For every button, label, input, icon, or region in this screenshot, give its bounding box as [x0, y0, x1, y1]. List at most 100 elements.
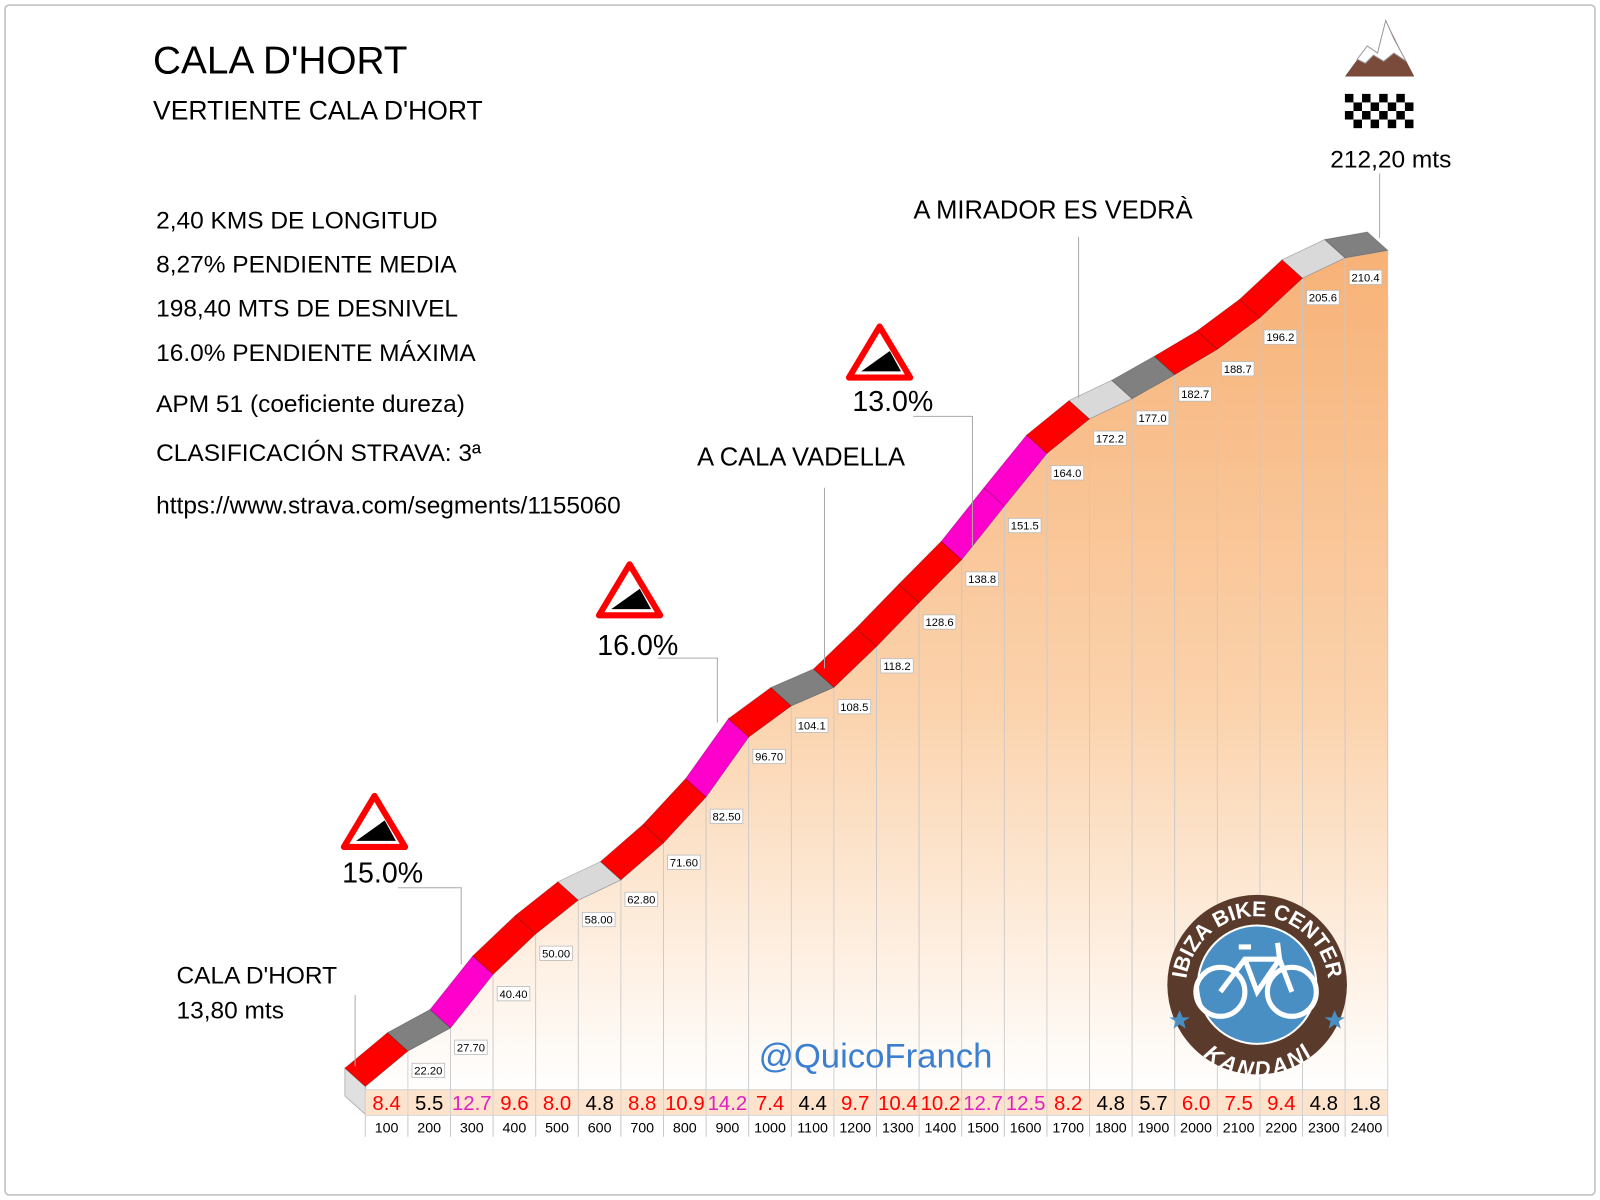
elevation-label-box: [581, 911, 616, 928]
elevation-label-box: [795, 717, 829, 733]
subtitle: VERTIENTE CALA D'HORT: [153, 95, 483, 125]
elevation-label-box: [667, 854, 701, 870]
gradient-label: 8.8: [628, 1093, 656, 1115]
gradient-cell: [492, 1089, 537, 1116]
elevation-label-box: [1306, 289, 1340, 306]
x-tick-label: 1100: [797, 1121, 828, 1137]
x-tick-label: 1000: [754, 1121, 786, 1137]
x-tick-label: 1200: [839, 1121, 871, 1137]
flag-square: [1387, 93, 1397, 103]
gradient-cell: [918, 1089, 963, 1116]
elevation-label: 151.5: [1011, 521, 1039, 533]
gradient-label: 7.5: [1224, 1093, 1252, 1115]
flag-square: [1353, 119, 1363, 129]
elevation-column: [663, 795, 707, 1091]
flag-square: [1387, 111, 1397, 120]
elevation-label-box: [1221, 361, 1255, 377]
elevation-label: 22.20: [414, 1066, 442, 1078]
x-tick-label: 2300: [1308, 1121, 1340, 1137]
x-tick-label: 900: [716, 1121, 740, 1137]
start-name: CALA D'HORT: [177, 963, 338, 990]
elevation-column: [961, 504, 1005, 1091]
elevation-column: [620, 841, 664, 1091]
gradient-cell: [407, 1089, 451, 1116]
gradient-label: 10.4: [878, 1093, 918, 1115]
elevation-label-box: [709, 808, 744, 824]
elevation-column: [705, 735, 750, 1091]
elevation-label: 108.5: [840, 702, 868, 714]
x-tick-label: 200: [417, 1121, 441, 1137]
flag-square: [1396, 119, 1405, 129]
gradient-label: 8.4: [372, 1093, 400, 1115]
gradient-label: 10.9: [665, 1093, 705, 1115]
stat-line: CLASIFICACIÓN STRAVA: 3ª: [156, 440, 482, 467]
gradient-label: 6.0: [1182, 1093, 1210, 1115]
sign-leader: [658, 657, 718, 723]
elevation-label-box: [1348, 269, 1383, 285]
elevation-label-box: [411, 1062, 446, 1078]
x-tick-label: 1400: [925, 1121, 957, 1137]
elevation-label-box: [624, 891, 659, 907]
max-gradient-label: 15.0%: [342, 858, 423, 890]
gradient-label: 1.8: [1352, 1093, 1380, 1115]
elevation-label: 62.80: [627, 894, 655, 906]
elevation-label: 96.70: [755, 752, 783, 764]
flag-square: [1362, 111, 1371, 120]
flag-square: [1396, 93, 1405, 103]
finish-flag: [1344, 93, 1414, 129]
gradient-label: 9.6: [500, 1093, 528, 1115]
elevation-column: [577, 879, 622, 1091]
elevation-label: 138.8: [968, 574, 996, 586]
elevation-label: 205.6: [1309, 293, 1337, 305]
elevation-column: [1089, 398, 1133, 1091]
elevation-label-box: [539, 945, 573, 961]
elevation-label-box: [1050, 465, 1085, 481]
gradient-cell: [961, 1089, 1005, 1116]
flag-square: [1370, 102, 1380, 112]
elevation-label: 182.7: [1181, 389, 1209, 401]
elevation-column: [1003, 452, 1048, 1091]
flag-square: [1362, 102, 1371, 112]
flag-square: [1404, 102, 1414, 112]
elevation-label: 104.1: [798, 720, 826, 732]
gradient-cell: [364, 1089, 409, 1116]
flag-square: [1387, 119, 1397, 129]
gradient-cell: [1003, 1089, 1048, 1116]
gradient-cell: [1046, 1089, 1090, 1116]
gradient-label: 5.5: [415, 1093, 443, 1115]
elevation-label-box: [1008, 517, 1042, 534]
frame: [4, 4, 1596, 1196]
flag-square: [1370, 93, 1380, 103]
warning-sign-slope: [611, 588, 652, 610]
elevation-label-box: [880, 658, 914, 674]
elevation-label-box: [496, 986, 531, 1002]
x-tick-label: 800: [673, 1121, 697, 1137]
elevation-label-box: [922, 614, 957, 630]
gradient-label: 8.0: [543, 1093, 571, 1115]
gradient-label: 12.7: [452, 1093, 492, 1115]
flag-square: [1344, 111, 1354, 120]
elevation-label-box: [1093, 430, 1127, 446]
flag-square: [1396, 111, 1405, 120]
flag-square: [1362, 119, 1371, 129]
flag-square: [1344, 102, 1354, 112]
elevation-column: [790, 686, 835, 1091]
max-gradient-label: 16.0%: [597, 630, 678, 662]
x-tick-label: 1700: [1052, 1121, 1084, 1137]
x-tick-label: 1500: [967, 1121, 999, 1137]
gradient-label: 7.4: [756, 1093, 784, 1115]
profile: 8.4 100 5.5 200 12.7 300 9.6 400 8.0 500 4.8 600 8.8…: [177, 146, 1451, 1137]
gradient-label: 9.7: [841, 1093, 869, 1115]
landmark-label: A MIRADOR ES VEDRÀ: [913, 195, 1192, 224]
elevation-label: 188.7: [1224, 364, 1252, 376]
elevation-label-box: [752, 748, 786, 765]
gradient-cell: [833, 1089, 877, 1116]
gradient-cell: [450, 1089, 494, 1116]
warning-sign-slope: [861, 351, 902, 372]
x-tick-label: 2000: [1180, 1121, 1212, 1137]
gradient-label: 4.8: [1097, 1093, 1125, 1115]
elevation-label: 118.2: [883, 661, 910, 673]
flag-square: [1379, 119, 1388, 129]
x-tick-label: 300: [460, 1121, 484, 1137]
